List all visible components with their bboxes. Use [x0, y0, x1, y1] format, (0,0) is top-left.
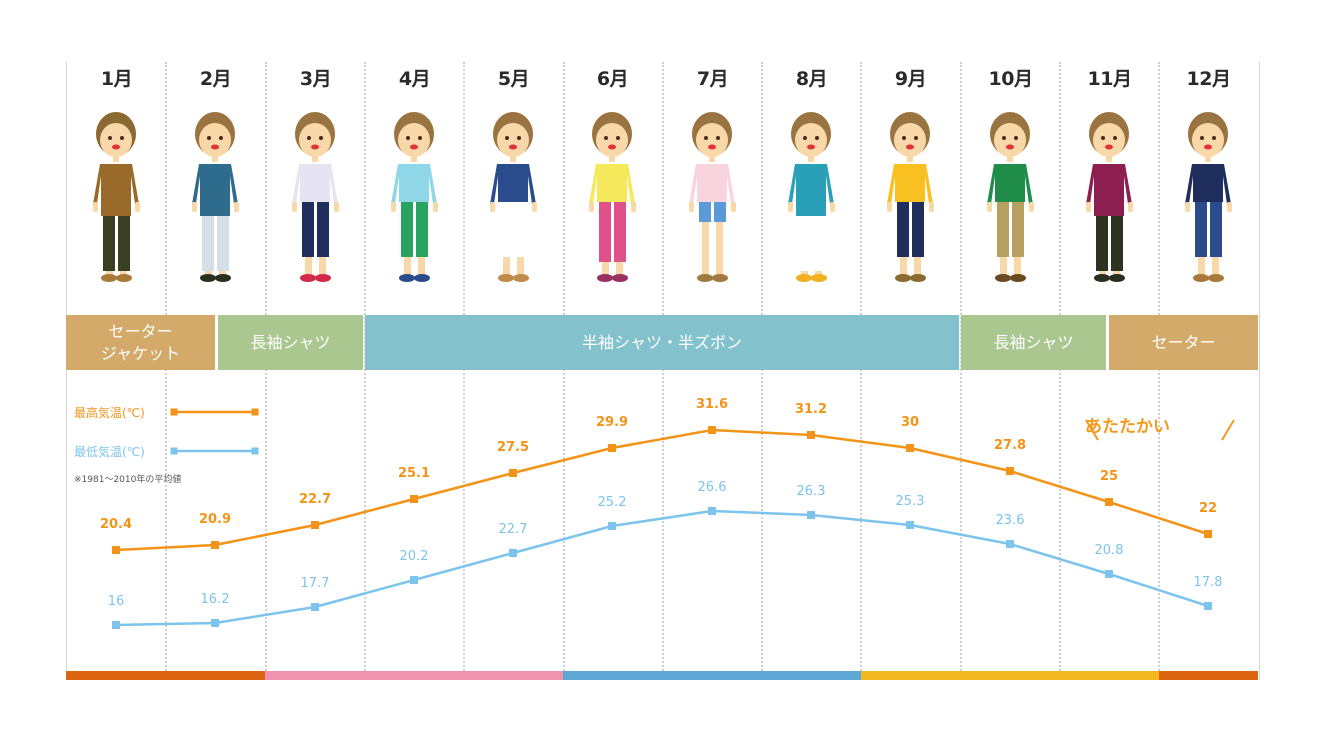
outfit-figure-icon	[93, 112, 140, 282]
data-point-marker	[112, 546, 120, 554]
data-point-marker	[410, 576, 418, 584]
data-point-marker	[1006, 467, 1014, 475]
data-label: 20.9	[199, 512, 231, 527]
month-label: 12月	[1186, 68, 1231, 90]
annotation-slash-icon	[1221, 419, 1235, 441]
data-label: 17.8	[1194, 575, 1223, 590]
clothing-band: 長袖シャツ	[218, 315, 363, 370]
annotation-slash-icon	[1085, 419, 1099, 441]
outfit-figure-icon	[689, 112, 736, 282]
month-label: 9月	[894, 68, 927, 90]
outfit-figure-icon	[1185, 112, 1232, 282]
month-label: 3月	[299, 68, 332, 90]
data-label: 27.8	[994, 438, 1026, 453]
outfit-figure-icon	[788, 112, 835, 282]
data-label: 22.7	[499, 522, 528, 537]
clothing-band: セーター ジャケット	[66, 315, 215, 370]
data-point-marker	[906, 444, 914, 452]
column-divider	[959, 62, 962, 674]
data-point-marker	[1006, 540, 1014, 548]
data-point-marker	[708, 507, 716, 515]
month-label: 8月	[795, 68, 828, 90]
outfit-figure-icon	[1086, 112, 1133, 282]
data-point-marker	[509, 469, 517, 477]
chart-frame	[66, 62, 1260, 680]
legend-high-label: 最高気温(℃)	[74, 406, 145, 420]
outfit-figure-icon	[490, 112, 537, 282]
data-note: ※1981～2010年の平均値	[74, 475, 182, 485]
data-point-marker	[608, 522, 616, 530]
data-point-marker	[807, 431, 815, 439]
data-point-marker	[1204, 530, 1212, 538]
month-label: 6月	[596, 68, 629, 90]
outfit-figure-icon	[887, 112, 934, 282]
data-label: 25.2	[598, 495, 627, 510]
warm-annotation: あたたかい	[1085, 417, 1170, 437]
data-label: 30	[901, 415, 919, 430]
data-point-marker	[211, 619, 219, 627]
data-point-marker	[906, 521, 914, 529]
outfit-figure-icon	[292, 112, 339, 282]
data-label: 31.6	[696, 397, 728, 412]
season-segment	[265, 671, 563, 680]
data-label: 25.1	[398, 466, 430, 481]
month-label: 4月	[398, 68, 431, 90]
series-line	[115, 428, 1209, 552]
data-label: 29.9	[596, 415, 628, 430]
month-label: 1月	[100, 68, 133, 90]
data-label: 25.3	[896, 494, 925, 509]
column-divider	[363, 62, 366, 674]
month-label: 11月	[1087, 68, 1132, 90]
data-label: 17.7	[301, 576, 330, 591]
data-label: 31.2	[795, 402, 827, 417]
data-point-marker	[509, 549, 517, 557]
clothing-band: セーター	[1109, 315, 1258, 370]
data-point-marker	[311, 603, 319, 611]
outfit-figure-icon	[987, 112, 1034, 282]
data-point-marker	[1105, 570, 1113, 578]
data-point-marker	[708, 426, 716, 434]
data-label: 22	[1199, 501, 1217, 516]
data-label: 25	[1100, 469, 1118, 484]
data-label: 22.7	[299, 492, 331, 507]
legend-low-label: 最低気温(℃)	[74, 445, 145, 459]
data-point-marker	[807, 511, 815, 519]
outfit-figure-icon	[589, 112, 636, 282]
data-label: 26.6	[698, 480, 727, 495]
month-label: 10月	[988, 68, 1033, 90]
month-label: 2月	[199, 68, 232, 90]
data-label: 16	[108, 594, 125, 609]
data-label: 20.4	[100, 517, 132, 532]
clothing-band: 長袖シャツ	[961, 315, 1106, 370]
data-point-marker	[1204, 602, 1212, 610]
season-segment	[563, 671, 861, 680]
month-label: 7月	[696, 68, 729, 90]
data-point-marker	[311, 521, 319, 529]
season-segment	[1159, 671, 1258, 680]
series-line	[115, 509, 1209, 627]
data-label: 27.5	[497, 440, 529, 455]
data-label: 20.2	[400, 549, 429, 564]
month-label: 5月	[497, 68, 530, 90]
data-point-marker	[410, 495, 418, 503]
season-segment	[861, 671, 1159, 680]
data-point-marker	[1105, 498, 1113, 506]
outfit-figure-icon	[391, 112, 438, 282]
season-segment	[66, 671, 265, 680]
data-point-marker	[112, 621, 120, 629]
data-point-marker	[211, 541, 219, 549]
data-label: 16.2	[201, 592, 230, 607]
data-label: 20.8	[1095, 543, 1124, 558]
data-point-marker	[608, 444, 616, 452]
outfit-figure-icon	[192, 112, 239, 282]
clothing-band: 半袖シャツ・半ズボン	[365, 315, 959, 370]
data-label: 23.6	[996, 513, 1025, 528]
data-label: 26.3	[797, 484, 826, 499]
